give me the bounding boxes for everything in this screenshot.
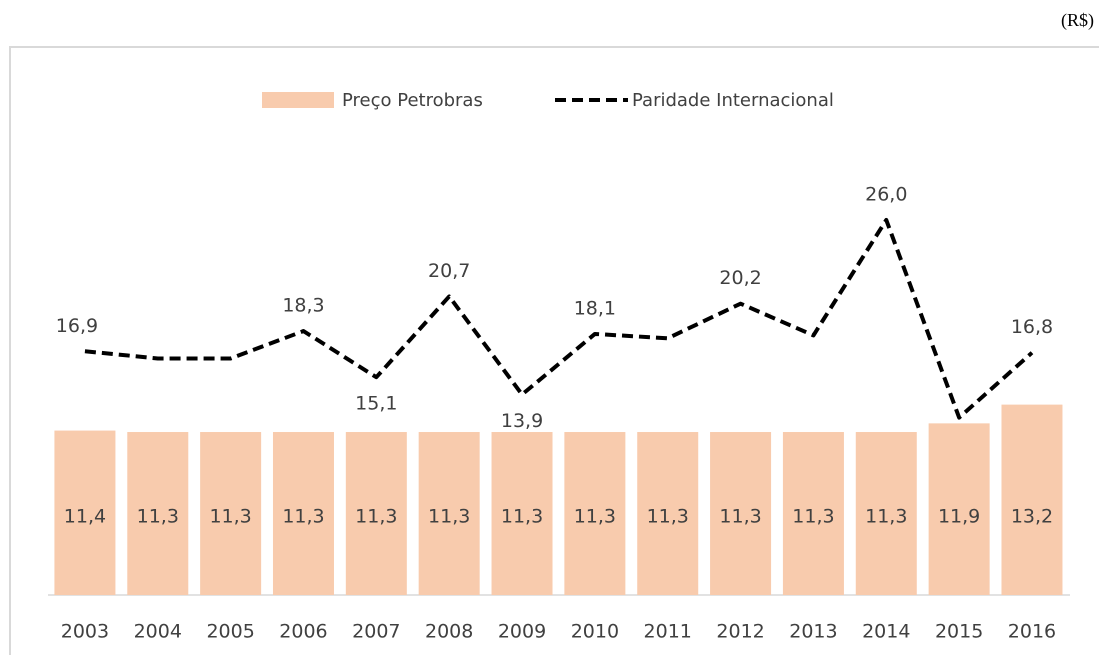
bar bbox=[491, 432, 553, 595]
line-value-label: 15,1 bbox=[355, 393, 397, 415]
line-value-label: 16,8 bbox=[1011, 316, 1053, 338]
x-tick-label: 2010 bbox=[571, 621, 619, 643]
x-tick-label: 2004 bbox=[134, 621, 182, 643]
bar bbox=[637, 432, 699, 595]
bar bbox=[54, 430, 116, 595]
bar-value-label: 13,2 bbox=[1011, 506, 1053, 528]
x-tick-label: 2013 bbox=[789, 621, 837, 643]
x-tick-label: 2011 bbox=[644, 621, 692, 643]
x-tick-label: 2007 bbox=[352, 621, 400, 643]
bar bbox=[345, 432, 407, 595]
bar bbox=[855, 432, 917, 595]
bar bbox=[782, 432, 844, 595]
bar-value-label: 11,3 bbox=[647, 506, 689, 528]
x-tick-label: 2015 bbox=[935, 621, 983, 643]
x-tick-label: 2016 bbox=[1008, 621, 1056, 643]
legend-swatch bbox=[262, 92, 334, 108]
bar-value-label: 11,3 bbox=[137, 506, 179, 528]
chart-frame bbox=[9, 46, 1099, 655]
line-value-label: 20,7 bbox=[428, 260, 470, 282]
x-tick-label: 2006 bbox=[279, 621, 327, 643]
bar bbox=[272, 432, 334, 595]
bar-value-label: 11,3 bbox=[574, 506, 616, 528]
bar-value-label: 11,9 bbox=[938, 506, 980, 528]
x-tick-label: 2003 bbox=[61, 621, 109, 643]
unit-label: (R$) bbox=[1061, 10, 1094, 31]
bar-value-label: 11,3 bbox=[719, 506, 761, 528]
bar bbox=[1001, 404, 1063, 595]
x-tick-label: 2005 bbox=[206, 621, 254, 643]
bar-value-label: 11,3 bbox=[428, 506, 470, 528]
x-tick-label: 2009 bbox=[498, 621, 546, 643]
x-tick-label: 2014 bbox=[862, 621, 910, 643]
bar bbox=[200, 432, 262, 595]
bar bbox=[127, 432, 189, 595]
line-value-label: 13,9 bbox=[501, 410, 543, 432]
line bbox=[84, 218, 1034, 420]
line-value-label: 16,9 bbox=[56, 315, 98, 337]
line-value-label: 20,2 bbox=[719, 267, 761, 289]
bar bbox=[418, 432, 480, 595]
bar-value-label: 11,3 bbox=[501, 506, 543, 528]
bar-value-label: 11,3 bbox=[282, 506, 324, 528]
bar-value-label: 11,3 bbox=[209, 506, 251, 528]
x-tick-label: 2008 bbox=[425, 621, 473, 643]
bar bbox=[564, 432, 626, 595]
bar-value-label: 11,4 bbox=[64, 506, 106, 528]
line-value-label: 18,3 bbox=[282, 295, 324, 317]
bar-value-label: 11,3 bbox=[792, 506, 834, 528]
legend-label: Preço Petrobras bbox=[342, 90, 483, 111]
bar-value-label: 11,3 bbox=[865, 506, 907, 528]
x-tick-label: 2012 bbox=[716, 621, 764, 643]
legend-label: Paridade Internacional bbox=[632, 90, 834, 111]
bar bbox=[710, 432, 772, 595]
line-value-label: 26,0 bbox=[865, 184, 907, 206]
line-value-label: 18,1 bbox=[574, 297, 616, 319]
bar-value-label: 11,3 bbox=[355, 506, 397, 528]
bar bbox=[928, 423, 990, 595]
